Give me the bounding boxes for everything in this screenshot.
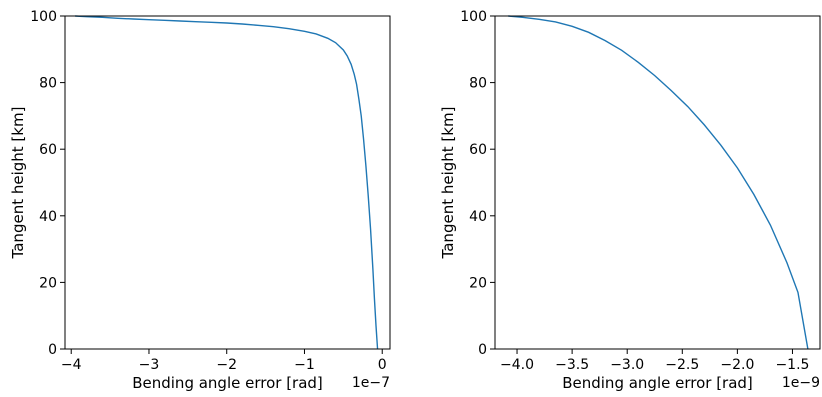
x-tick-label: −1.5 (775, 357, 809, 373)
y-axis-label: Tangent height [km] (439, 107, 457, 260)
y-tick-label: 60 (39, 142, 57, 158)
y-tick-label: 40 (469, 209, 487, 225)
right-subplot: −4.0 −3.5 −3.0 −2.5 −2.0 −1.5 0 20 40 60 80 100 1e−9… (439, 9, 821, 392)
x-tick-label: −1 (294, 357, 315, 373)
x-tick-label: −2 (216, 357, 237, 373)
x-tick-label: −3.0 (610, 357, 644, 373)
y-tick-label: 100 (460, 9, 487, 25)
plot-frame (494, 15, 821, 350)
y-tick-label: 80 (469, 76, 487, 92)
left-subplot: −4 −3 −2 −1 0 0 20 40 60 80 100 1e−7 Bending angle e… (9, 9, 391, 392)
x-tick-label: −2.5 (665, 357, 699, 373)
series-line-0 (508, 15, 809, 350)
y-tick-label: 0 (478, 342, 487, 358)
y-axis-label: Tangent height [km] (9, 107, 27, 260)
x-offset-label: 1e−7 (352, 375, 390, 391)
series-line-0 (75, 15, 379, 350)
x-axis-label: Bending angle error [rad] (132, 374, 323, 392)
x-offset-label: 1e−9 (782, 375, 820, 391)
x-tick-label: −4.0 (500, 357, 534, 373)
x-tick-label: −4 (61, 357, 82, 373)
y-tick-label: 80 (39, 76, 57, 92)
y-tick-label: 40 (39, 209, 57, 225)
y-tick-label: 60 (469, 142, 487, 158)
x-tick-label: 0 (378, 357, 387, 373)
y-tick-label: 100 (30, 9, 57, 25)
plot-frame (64, 15, 391, 350)
x-tick-label: −3 (139, 357, 160, 373)
x-tick-label: −2.0 (720, 357, 754, 373)
y-tick-label: 0 (48, 342, 57, 358)
x-axis-label: Bending angle error [rad] (562, 374, 753, 392)
y-tick-label: 20 (469, 275, 487, 291)
y-tick-label: 20 (39, 275, 57, 291)
x-tick-label: −3.5 (555, 357, 589, 373)
